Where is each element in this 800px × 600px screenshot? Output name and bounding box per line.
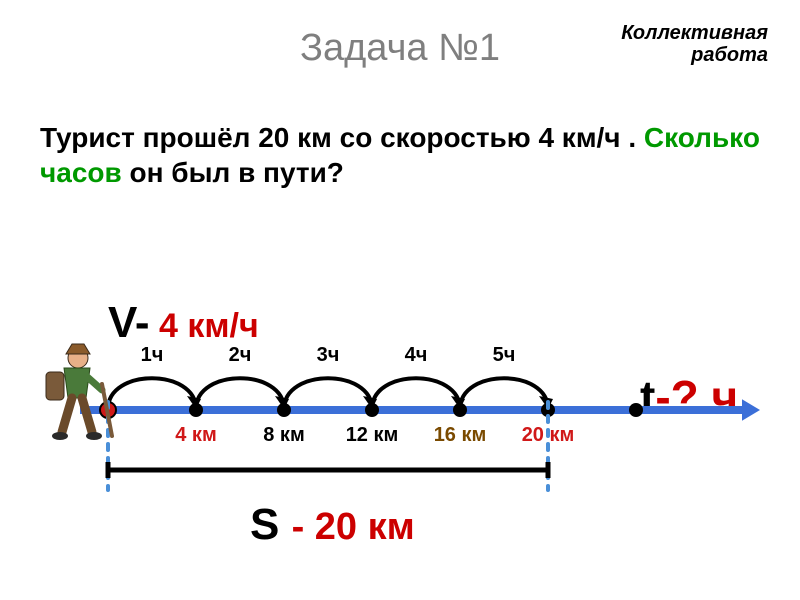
hour-label: 2ч (220, 344, 260, 367)
km-label: 8 км (244, 424, 324, 447)
hour-label: 4ч (396, 344, 436, 367)
km-label: 20 км (508, 424, 588, 447)
slide-root: Задача №1 Коллективная работа Турист про… (0, 0, 800, 600)
hiker-icon (40, 340, 130, 450)
diagram-svg (0, 0, 800, 600)
hour-label: 1ч (132, 344, 172, 367)
hour-label: 5ч (484, 344, 524, 367)
hour-label: 3ч (308, 344, 348, 367)
km-label: 4 км (156, 424, 236, 447)
km-label: 12 км (332, 424, 412, 447)
km-label: 16 км (420, 424, 500, 447)
